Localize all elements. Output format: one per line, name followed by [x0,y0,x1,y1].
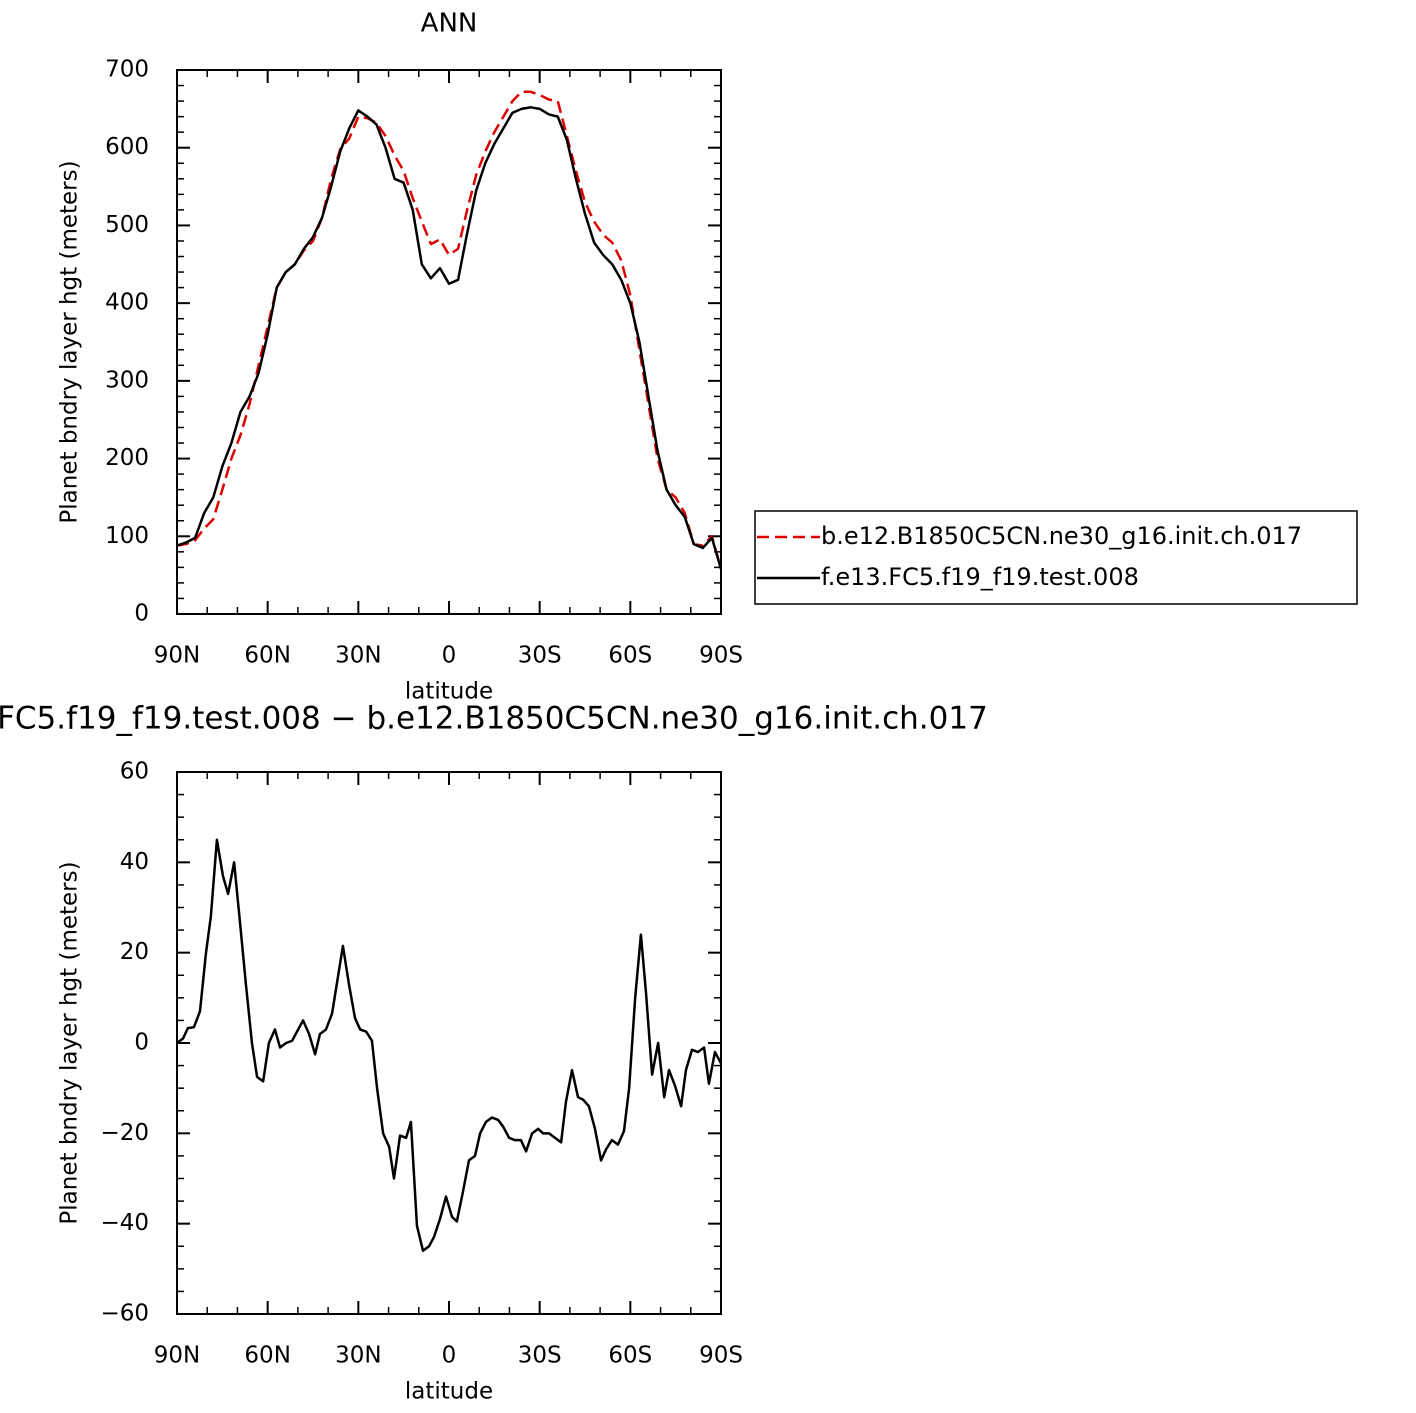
y-tick-label: 0 [134,601,149,627]
x-tick-label: 30N [335,643,381,669]
x-axis-label: latitude [405,679,493,705]
x-tick-label: 90N [154,1343,200,1369]
x-tick-label: 60S [608,1343,652,1369]
x-tick-label: 30S [518,1343,562,1369]
series-line [176,106,723,570]
legend-box [754,510,1358,605]
x-tick-label: 90S [699,643,743,669]
chart-title: ANN [421,9,478,39]
y-tick-label: 40 [120,849,149,875]
y-tick-label: 600 [105,134,149,160]
y-axis-label: Planet bndry layer hgt (meters) [57,861,83,1224]
x-tick-label: 30N [335,1343,381,1369]
x-tick-label: 90N [154,643,200,669]
x-tick-label: 60S [608,643,652,669]
y-tick-label: −40 [100,1210,149,1236]
y-tick-label: 0 [134,1030,149,1056]
y-tick-label: −60 [100,1301,149,1327]
legend-label: b.e12.B1850C5CN.ne30_g16.init.ch.017 [821,522,1302,550]
y-tick-label: 500 [105,212,149,238]
y-tick-label: 200 [105,445,149,471]
y-tick-label: −20 [100,1120,149,1146]
series-line [176,90,723,570]
plot-frame [176,771,722,1315]
plot-frame [176,69,722,615]
x-tick-label: 0 [442,1343,457,1369]
y-tick-label: 60 [120,759,149,785]
series-line [176,838,723,1253]
x-tick-label: 60N [244,643,290,669]
chart-title: f.e13.FC5.f19_f19.test.008 − b.e12.B1850… [0,701,988,737]
x-tick-label: 0 [442,643,457,669]
legend-label: f.e13.FC5.f19_f19.test.008 [821,563,1139,591]
x-tick-label: 90S [699,1343,743,1369]
x-tick-label: 60N [244,1343,290,1369]
x-tick-label: 30S [518,643,562,669]
y-axis-label: Planet bndry layer hgt (meters) [57,160,83,523]
x-axis-label: latitude [405,1379,493,1405]
y-tick-label: 300 [105,367,149,393]
y-tick-label: 100 [105,523,149,549]
y-tick-label: 400 [105,290,149,316]
y-tick-label: 20 [120,939,149,965]
y-tick-label: 700 [105,57,149,83]
